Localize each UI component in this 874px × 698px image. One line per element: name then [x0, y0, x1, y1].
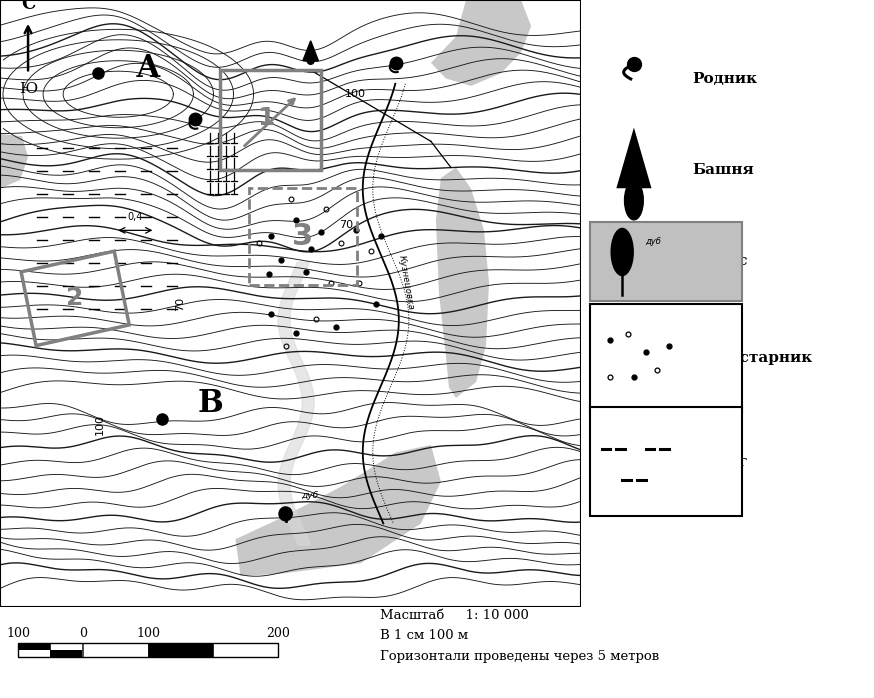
- Bar: [50, 650, 82, 657]
- Circle shape: [610, 228, 634, 276]
- Bar: [148, 643, 213, 657]
- Text: 0,4: 0,4: [128, 212, 143, 222]
- Circle shape: [279, 507, 292, 521]
- Polygon shape: [431, 0, 531, 86]
- Polygon shape: [0, 134, 28, 188]
- Bar: [50, 643, 82, 657]
- Circle shape: [307, 57, 314, 64]
- Text: 0: 0: [79, 627, 87, 639]
- Text: С: С: [21, 0, 35, 13]
- Text: В 1 см 100 м: В 1 см 100 м: [380, 630, 468, 642]
- Bar: [590, 304, 742, 413]
- Circle shape: [625, 181, 643, 220]
- Text: Кузнецовка: Кузнецовка: [397, 255, 415, 311]
- Text: Ю: Ю: [19, 82, 38, 96]
- Text: Луг: Луг: [716, 454, 748, 468]
- Bar: [213, 643, 278, 657]
- Text: Родник: Родник: [692, 72, 758, 86]
- Polygon shape: [436, 168, 489, 398]
- Bar: [590, 222, 742, 301]
- Text: 1: 1: [257, 106, 274, 130]
- Text: 2: 2: [66, 286, 84, 311]
- Bar: [590, 407, 742, 517]
- Bar: [18, 643, 50, 657]
- Polygon shape: [235, 445, 440, 576]
- Text: 100: 100: [95, 413, 105, 435]
- Text: 200: 200: [266, 627, 290, 639]
- Bar: [18, 643, 278, 657]
- Polygon shape: [303, 41, 318, 61]
- Text: дуб: дуб: [646, 237, 662, 246]
- Bar: [83, 643, 148, 657]
- Text: Горизонтали проведены через 5 метров: Горизонтали проведены через 5 метров: [380, 650, 659, 662]
- Text: 100: 100: [345, 89, 366, 99]
- Text: 100: 100: [6, 627, 30, 639]
- Text: 100: 100: [136, 627, 160, 639]
- Text: 3: 3: [292, 222, 313, 251]
- Text: В: В: [198, 387, 224, 419]
- Text: Кустарник: Кустарник: [716, 351, 812, 365]
- Bar: [220, 70, 321, 170]
- Text: Башня: Башня: [692, 163, 754, 177]
- Bar: [248, 188, 357, 285]
- Bar: [18, 650, 50, 657]
- Text: 70: 70: [338, 220, 353, 230]
- Text: дуб: дуб: [301, 491, 318, 500]
- Text: Лес: Лес: [716, 254, 748, 268]
- Polygon shape: [616, 128, 651, 188]
- Text: 70: 70: [176, 297, 185, 311]
- Text: Масштаб     1: 10 000: Масштаб 1: 10 000: [380, 609, 529, 623]
- Text: А: А: [136, 52, 161, 84]
